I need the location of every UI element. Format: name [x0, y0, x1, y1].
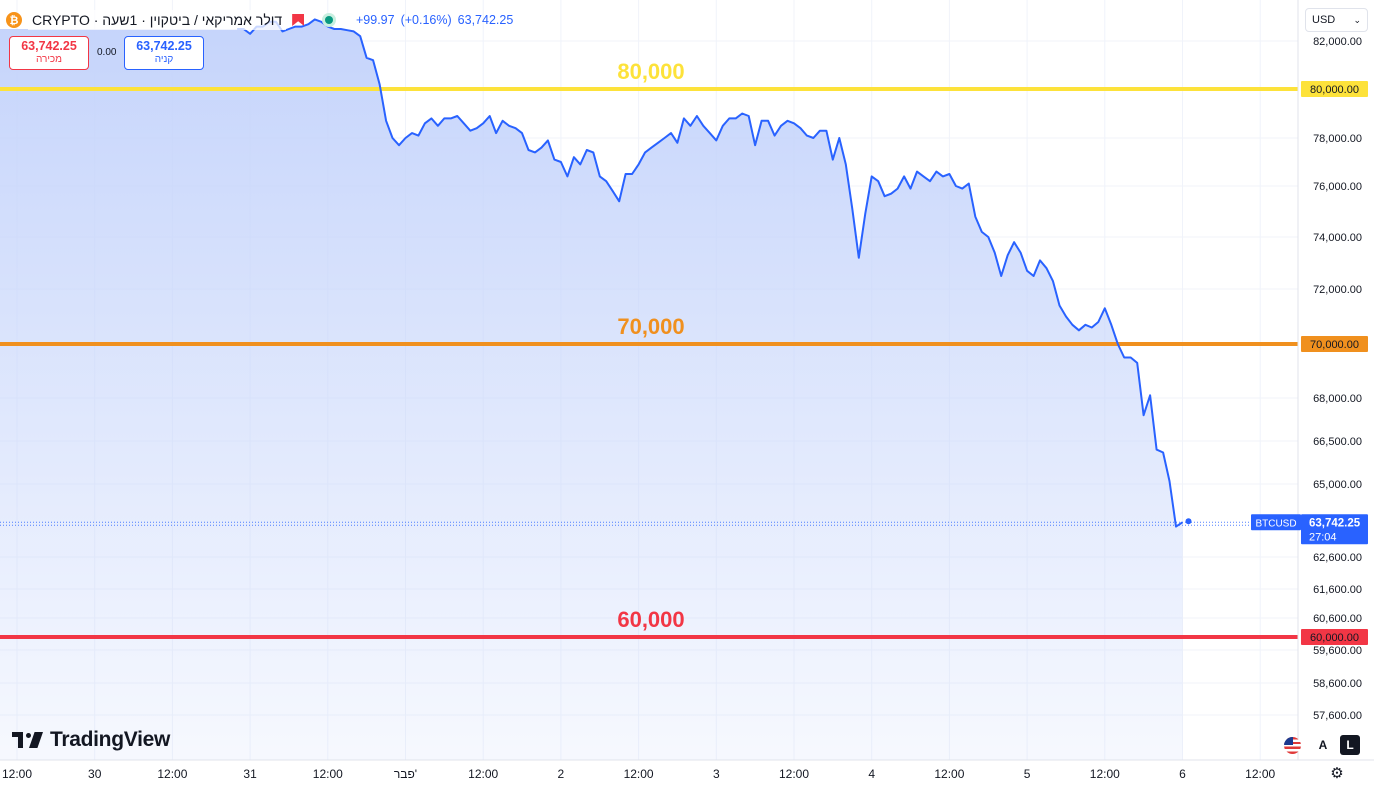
y-tick-label: 66,500.00 — [1313, 436, 1362, 448]
sell-price: 63,742.25 — [21, 39, 77, 53]
tradingview-logo-icon — [12, 730, 44, 750]
x-tick-label: 12:00 — [313, 767, 343, 781]
currency-value: USD — [1312, 14, 1336, 26]
countdown-label: 27:04 — [1309, 531, 1337, 543]
y-tick-label: 58,600.00 — [1313, 678, 1362, 690]
buy-price: 63,742.25 — [136, 39, 192, 53]
log-scale-button[interactable]: L — [1340, 735, 1360, 755]
spread-value: 0.00 — [97, 47, 117, 58]
x-tick-label: 12:00 — [624, 767, 654, 781]
y-tick-label: 68,000.00 — [1313, 393, 1362, 405]
x-tick-label: 31 — [243, 767, 257, 781]
auto-scale-button[interactable]: A — [1313, 735, 1333, 755]
sell-label: מכירה — [35, 54, 63, 65]
y-tick-label: 72,000.00 — [1313, 284, 1362, 296]
chevron-down-icon: ⌄ — [1353, 14, 1361, 25]
x-tick-label: 5 — [1024, 767, 1031, 781]
level-axis-badge — [1301, 629, 1368, 645]
flag-icon[interactable] — [1284, 737, 1301, 754]
last-price-label: 63,742.25 — [1309, 517, 1361, 529]
y-tick-label: 82,000.00 — [1313, 36, 1362, 48]
level-axis-label: 70,000.00 — [1310, 339, 1359, 351]
y-tick-label: 59,600.00 — [1313, 645, 1362, 657]
x-tick-label: פבר' — [394, 767, 417, 781]
x-tick-label: 30 — [88, 767, 102, 781]
bitcoin-icon: ₿ — [6, 12, 22, 28]
x-tick-label: 12:00 — [779, 767, 809, 781]
y-tick-label: 61,600.00 — [1313, 584, 1362, 596]
price-series-line — [237, 18, 1184, 528]
symbol-title[interactable]: דולר אמריקאי / ביטקוין · 1שעה · CRYPTO — [28, 10, 287, 30]
x-tick-label: 12:00 — [468, 767, 498, 781]
change-percent: (+0.16%) — [400, 13, 452, 27]
y-tick-label: 57,600.00 — [1313, 710, 1362, 722]
level-axis-badge — [1301, 81, 1368, 97]
brand-name: TradingView — [50, 728, 171, 751]
y-tick-label: 74,000.00 — [1313, 232, 1362, 244]
buy-label: קניה — [154, 54, 174, 65]
x-tick-label: 6 — [1179, 767, 1186, 781]
x-tick-label: 12:00 — [2, 767, 32, 781]
y-tick-label: 65,000.00 — [1313, 479, 1362, 491]
sell-button[interactable]: 63,742.25 מכירה — [9, 36, 89, 70]
x-tick-label: 12:00 — [1245, 767, 1275, 781]
tradingview-logo[interactable]: TradingView — [12, 728, 170, 752]
x-tick-label: 4 — [868, 767, 875, 781]
x-tick-label: 12:00 — [1090, 767, 1120, 781]
y-tick-label: 60,600.00 — [1313, 613, 1362, 625]
level-axis-badge — [1301, 336, 1368, 352]
x-tick-label: 2 — [558, 767, 565, 781]
x-tick-label: 3 — [713, 767, 720, 781]
live-status-icon[interactable] — [322, 13, 337, 27]
gear-icon[interactable]: ⚙ — [1330, 764, 1344, 782]
y-tick-label: 62,600.00 — [1313, 552, 1362, 564]
level-label: 70,000 — [617, 314, 684, 339]
level-label: 60,000 — [617, 607, 684, 632]
price-area — [0, 19, 1183, 760]
symbol-badge-label: BTCUSD — [1255, 518, 1296, 529]
y-tick-label: 76,000.00 — [1313, 181, 1362, 193]
x-tick-label: 12:00 — [934, 767, 964, 781]
symbol-header: ₿ דולר אמריקאי / ביטקוין · 1שעה · CRYPTO — [6, 8, 337, 32]
level-label: 80,000 — [617, 59, 684, 84]
level-axis-label: 80,000.00 — [1310, 84, 1359, 96]
y-tick-label: 78,000.00 — [1313, 133, 1362, 145]
price-change: +99.97 (+0.16%) 63,742.25 — [356, 13, 519, 27]
change-value: +99.97 — [356, 13, 395, 27]
last-price-value: 63,742.25 — [457, 13, 514, 27]
level-axis-label: 60,000.00 — [1310, 632, 1359, 644]
symbol-badge — [1251, 514, 1301, 531]
last-price-badge — [1301, 514, 1368, 545]
time-axis[interactable] — [0, 760, 1298, 787]
market-closed-icon[interactable] — [292, 14, 305, 26]
buy-button[interactable]: 63,742.25 קניה — [124, 36, 204, 70]
last-price-dot — [1185, 518, 1192, 525]
currency-select[interactable]: USD ⌄ — [1305, 8, 1368, 32]
x-tick-label: 12:00 — [157, 767, 187, 781]
